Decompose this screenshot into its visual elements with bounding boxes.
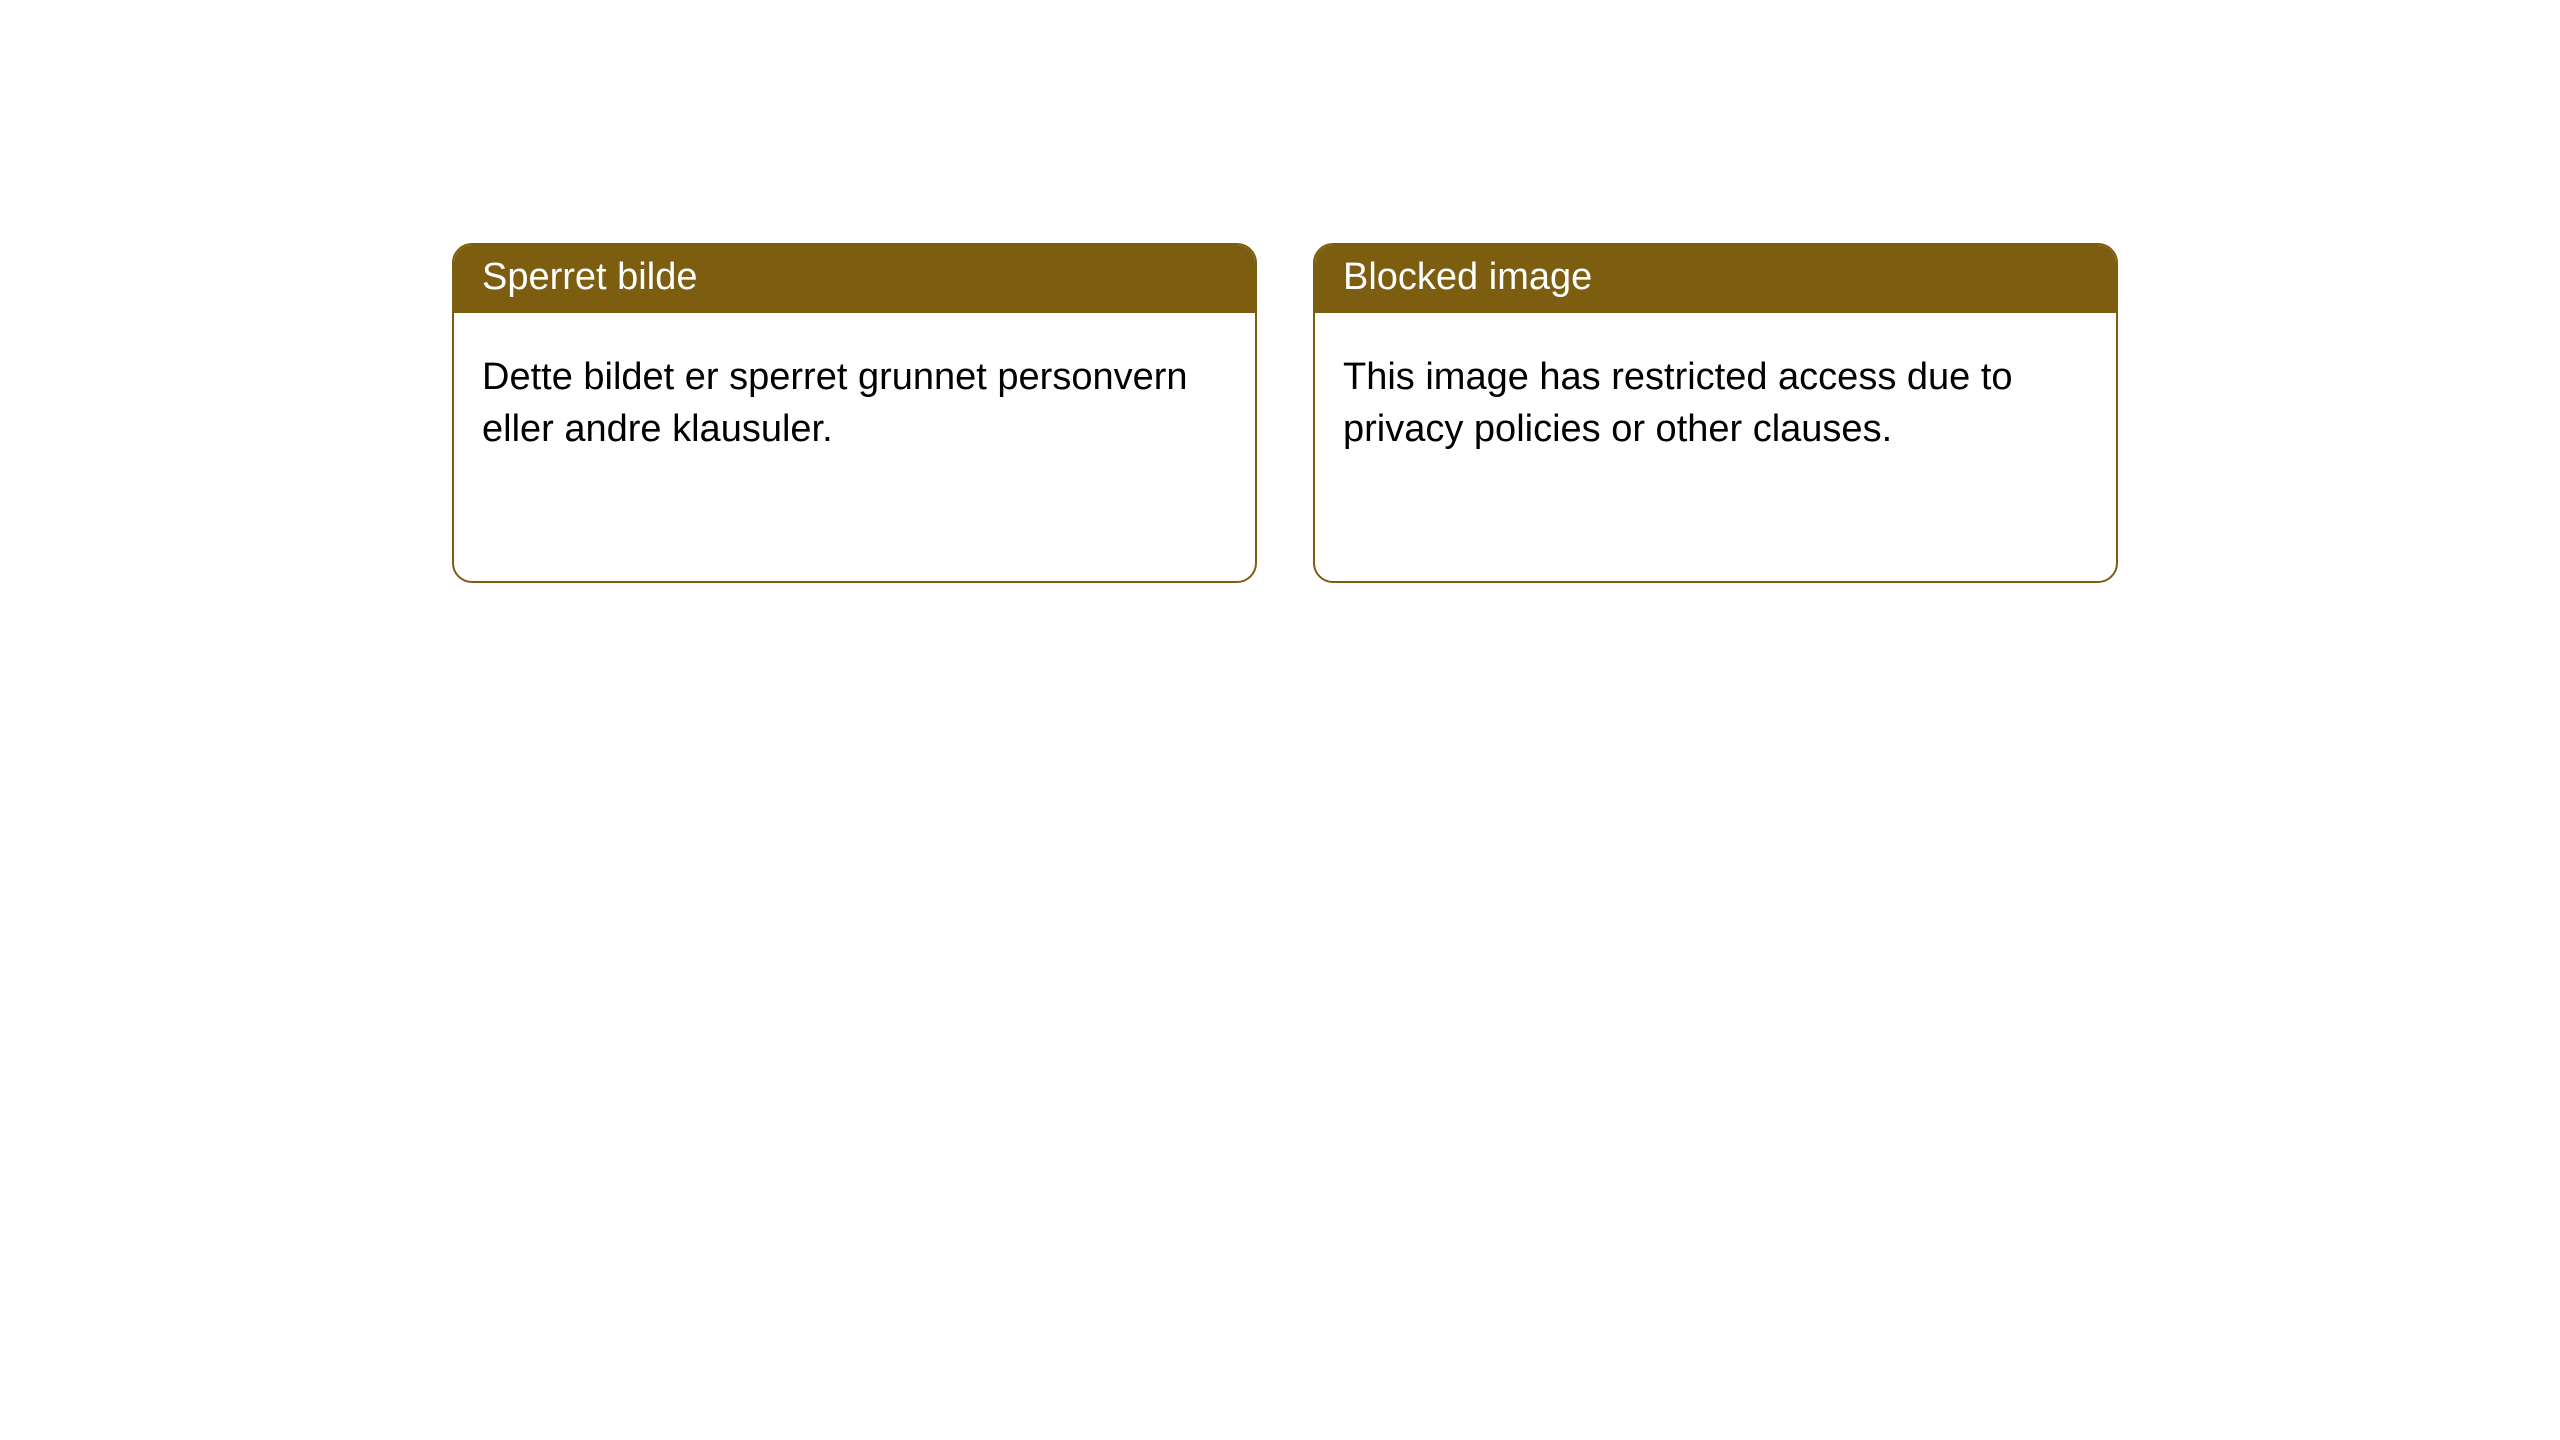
notice-container: Sperret bilde Dette bildet er sperret gr…: [0, 0, 2560, 583]
card-header-no: Sperret bilde: [454, 245, 1255, 313]
blocked-image-card-en: Blocked image This image has restricted …: [1313, 243, 2118, 583]
card-body-no: Dette bildet er sperret grunnet personve…: [454, 313, 1255, 581]
card-header-en: Blocked image: [1315, 245, 2116, 313]
card-body-en: This image has restricted access due to …: [1315, 313, 2116, 581]
blocked-image-card-no: Sperret bilde Dette bildet er sperret gr…: [452, 243, 1257, 583]
